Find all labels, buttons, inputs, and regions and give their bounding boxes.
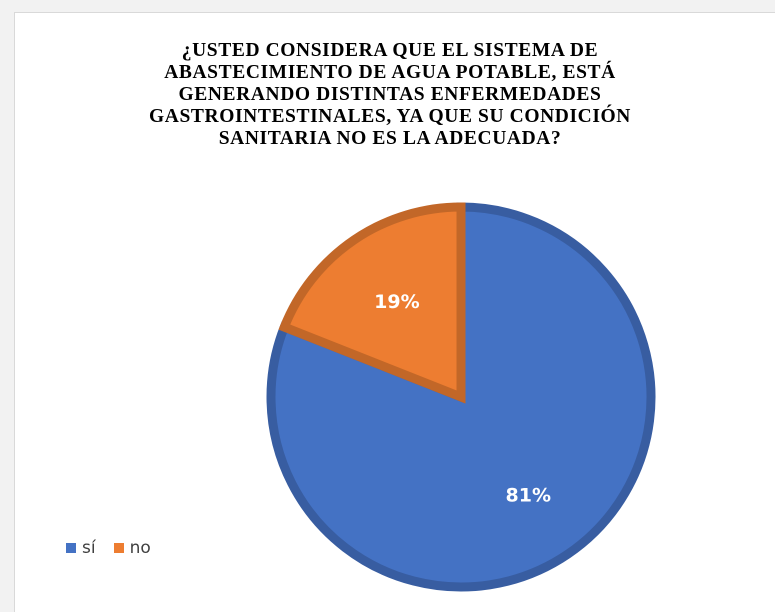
legend-swatch-no <box>113 543 124 553</box>
legend-item-no: no <box>113 538 151 558</box>
chart-title-line: GENERANDO DISTINTAS ENFERMEDADES <box>178 84 602 105</box>
chart-title-line: GASTROINTESTINALES, YA QUE SU CONDICIÓN <box>149 106 631 127</box>
legend-label-no: no <box>129 538 151 558</box>
legend: sí no <box>66 538 169 558</box>
chart-title-line: ABASTECIMIENTO DE AGUA POTABLE, ESTÁ <box>164 62 616 83</box>
chart-title: ¿USTED CONSIDERA QUE EL SISTEMA DE ABAST… <box>80 40 700 150</box>
data-label-no: 19% <box>374 291 419 313</box>
legend-label-si: sí <box>82 538 96 558</box>
data-label-si: 81% <box>506 485 551 507</box>
chart-title-line: SANITARIA NO ES LA ADECUADA? <box>218 128 562 149</box>
chart-title-line: ¿USTED CONSIDERA QUE EL SISTEMA DE <box>181 40 599 61</box>
legend-item-si: sí <box>66 538 96 558</box>
legend-swatch-si <box>66 543 76 553</box>
pie-slice-no <box>278 202 466 404</box>
